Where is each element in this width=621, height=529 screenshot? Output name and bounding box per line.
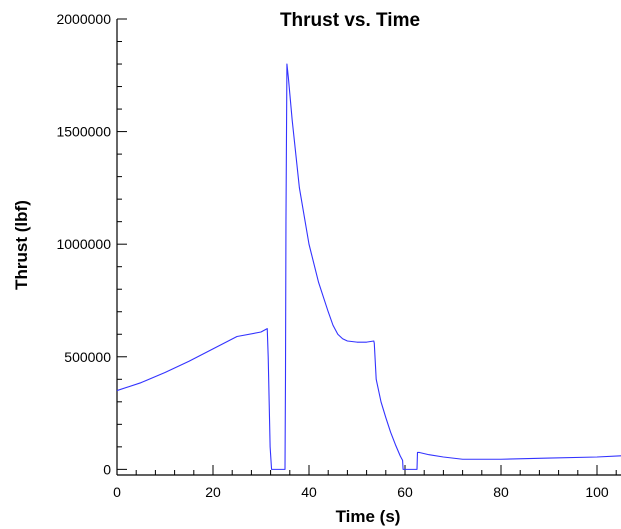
y-tick-label: 0 — [103, 461, 111, 477]
series-layer — [116, 63, 621, 470]
thrust-series-line — [116, 63, 621, 470]
x-tick-label: 40 — [301, 484, 317, 500]
tick-labels-layer: 0 500000 1000000 1500000 2000000 0 20 40 60 80 100 — [56, 11, 608, 500]
x-tick-label: 20 — [205, 484, 221, 500]
y-tick-label: 1500000 — [56, 124, 111, 140]
x-tick-label: 100 — [585, 484, 609, 500]
x-tick-label: 80 — [493, 484, 509, 500]
y-axis-label: Thrust (lbf) — [12, 200, 31, 290]
ticks-layer — [116, 18, 617, 475]
y-tick-label: 2000000 — [56, 11, 111, 27]
y-tick-label: 500000 — [64, 349, 111, 365]
x-axis-label: Time (s) — [336, 507, 401, 526]
chart-title: Thrust vs. Time — [280, 10, 420, 31]
x-tick-label: 60 — [397, 484, 413, 500]
x-tick-label: 0 — [113, 484, 121, 500]
y-tick-label: 1000000 — [56, 236, 111, 252]
